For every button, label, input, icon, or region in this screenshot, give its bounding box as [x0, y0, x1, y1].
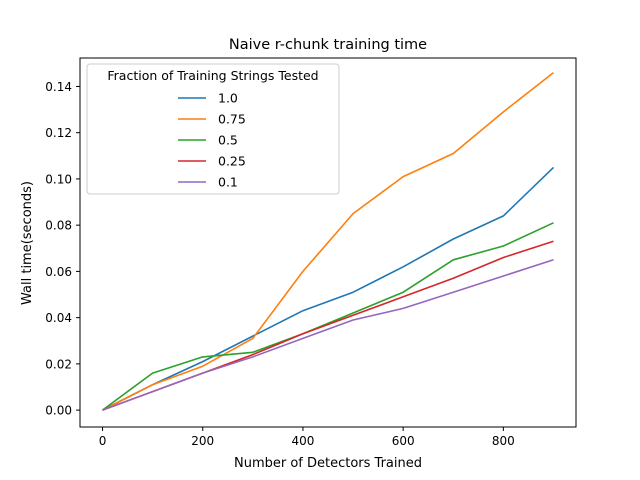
legend-label: 0.5	[218, 133, 238, 148]
chart-title: Naive r-chunk training time	[229, 37, 427, 53]
y-tick-label: 0.14	[45, 80, 72, 94]
y-tick-label: 0.00	[45, 404, 72, 418]
legend-label: 0.25	[218, 154, 246, 169]
x-axis-label: Number of Detectors Trained	[234, 456, 422, 471]
y-tick-label: 0.10	[45, 172, 72, 186]
legend-entry: 0.25	[178, 154, 246, 169]
series-line-0-1	[102, 259, 554, 411]
legend-label: 0.1	[218, 175, 238, 190]
x-tick-label: 600	[392, 434, 415, 448]
legend-entry: 0.75	[178, 112, 246, 127]
legend: Fraction of Training Strings Tested 1.0 0…	[86, 63, 340, 195]
y-tick-label: 0.02	[45, 357, 72, 371]
series-line-1-0	[102, 166, 555, 411]
y-axis-label: Wall time(seconds)	[20, 181, 35, 305]
axes-frame	[79, 57, 577, 428]
y-axis: 0.00 0.02 0.04 0.06 0.08 0.10 0.12 0.14	[45, 80, 80, 418]
legend-entry: 1.0	[178, 91, 238, 106]
legend-label: 0.75	[218, 112, 246, 127]
series-line-0-5	[102, 222, 554, 411]
y-tick-label: 0.04	[45, 311, 72, 325]
x-tick-label: 0	[99, 434, 107, 448]
y-tick-label: 0.06	[45, 265, 72, 279]
legend-label: 1.0	[218, 91, 238, 106]
x-axis: 0 200 400 600 800	[99, 427, 515, 448]
x-tick-label: 800	[492, 434, 515, 448]
x-tick-label: 200	[191, 434, 214, 448]
plot-area	[102, 71, 555, 411]
legend-entry: 0.1	[178, 175, 238, 190]
legend-title: Fraction of Training Strings Tested	[107, 68, 318, 83]
series-line-0-75	[102, 71, 554, 411]
legend-box	[86, 63, 340, 195]
y-tick-label: 0.08	[45, 219, 72, 233]
x-tick-label: 400	[291, 434, 314, 448]
y-tick-label: 0.12	[45, 126, 72, 140]
legend-entry: 0.5	[178, 133, 238, 148]
